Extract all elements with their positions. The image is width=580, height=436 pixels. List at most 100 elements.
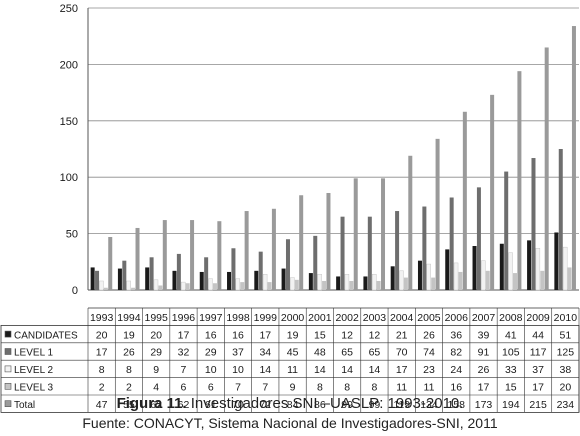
x-tick-label: 2009 <box>526 312 550 324</box>
table-cell-value: 70 <box>232 399 244 411</box>
table-cell-value: 9 <box>290 382 296 394</box>
bar-total <box>571 26 576 290</box>
bar-candidates <box>199 271 204 290</box>
table-cell-value: 99 <box>369 399 381 411</box>
table-cell-value: 20 <box>96 329 108 341</box>
table-cell-value: 16 <box>450 382 462 394</box>
bar-level-3 <box>322 280 327 290</box>
table-cell-value: 8 <box>317 382 323 394</box>
bar-level-2 <box>235 278 241 291</box>
table-cell-value: 99 <box>341 399 353 411</box>
y-tick-label: 50 <box>66 229 78 241</box>
bar-total <box>299 195 304 290</box>
bar-level-3 <box>540 270 545 290</box>
table-cell-value: 8 <box>99 364 105 376</box>
bar-total <box>162 220 167 290</box>
table-cell-value: 215 <box>529 399 547 411</box>
bar-level-1 <box>176 253 181 290</box>
table-cell-value: 15 <box>505 382 517 394</box>
bar-total <box>353 178 358 290</box>
bar-level-3 <box>403 277 408 290</box>
table-cell-value: 19 <box>123 329 135 341</box>
table-cell-value: 17 <box>532 382 544 394</box>
x-tick-label: 2002 <box>335 312 359 324</box>
table-cell-value: 234 <box>557 399 575 411</box>
table-cell-value: 119 <box>393 399 410 411</box>
table-cell-value: 8 <box>126 364 132 376</box>
bar-level-1 <box>231 248 236 290</box>
table-cell-value: 82 <box>450 347 462 359</box>
table-cell-value: 10 <box>232 364 244 376</box>
bar-level-2 <box>317 274 322 291</box>
table-cell-value: 34 <box>259 347 271 359</box>
bar-level-1 <box>95 270 100 290</box>
bar-total <box>135 227 140 290</box>
bar-level-2 <box>208 278 213 291</box>
table-cell-value: 12 <box>341 329 353 341</box>
table-cell-value: 36 <box>450 329 462 341</box>
x-tick-label: 2005 <box>417 312 441 324</box>
table-cell-value: 65 <box>369 347 381 359</box>
table-cell-value: 7 <box>181 364 187 376</box>
bar-level-3 <box>131 287 136 290</box>
bar-candidates <box>90 267 95 290</box>
bar-level-2 <box>481 260 486 291</box>
table-cell-value: 51 <box>560 329 572 341</box>
x-tick-label: 2006 <box>445 312 469 324</box>
bar-total <box>517 71 522 290</box>
x-tick-label: 1996 <box>172 312 196 324</box>
table-cell-value: 11 <box>424 382 435 394</box>
table-cell-value: 12 <box>369 329 381 341</box>
bar-level-2 <box>535 248 541 291</box>
table-cell-value: 41 <box>505 329 517 341</box>
bar-total <box>490 94 495 290</box>
bar-level-1 <box>204 257 209 290</box>
bar-level-1 <box>258 251 263 290</box>
table-cell-value: 91 <box>478 347 490 359</box>
table-cell-value: 194 <box>502 399 520 411</box>
bar-candidates <box>363 276 368 290</box>
legend-swatch <box>4 330 12 338</box>
bar-candidates <box>172 270 177 290</box>
bar-level-3 <box>458 271 463 290</box>
bar-level-3 <box>376 280 381 290</box>
bar-candidates <box>117 268 122 290</box>
bar-level-1 <box>340 216 345 290</box>
bar-level-3 <box>158 285 163 290</box>
bar-level-2 <box>262 274 268 291</box>
table-cell-value: 11 <box>396 382 407 394</box>
bar-level-1 <box>367 216 372 290</box>
table-cell-value: 6 <box>181 382 187 394</box>
bar-level-3 <box>431 277 436 290</box>
table-cell-value: 70 <box>396 347 408 359</box>
x-tick-label: 2001 <box>308 312 332 324</box>
bar-candidates <box>554 232 559 290</box>
table-cell-value: 72 <box>259 399 271 411</box>
table-cell-value: 2 <box>99 382 105 394</box>
bar-total <box>381 178 386 290</box>
bar-level-1 <box>449 197 454 290</box>
table-cell-value: 39 <box>478 329 490 341</box>
bar-level-2 <box>453 262 459 291</box>
bar-total <box>408 155 413 290</box>
table-cell-value: 37 <box>532 364 544 376</box>
legend-label: LEVEL 3 <box>14 383 54 394</box>
bar-level-3 <box>513 273 518 290</box>
table-cell-value: 47 <box>96 399 108 411</box>
table-cell-value: 158 <box>447 399 465 411</box>
bar-level-3 <box>485 270 490 290</box>
bar-level-1 <box>122 260 127 290</box>
table-cell-value: 86 <box>314 399 326 411</box>
table-cell-value: 33 <box>505 364 517 376</box>
bar-candidates <box>281 268 286 290</box>
table-cell-value: 23 <box>423 364 435 376</box>
bar-level-3 <box>349 280 354 290</box>
legend-label: LEVEL 2 <box>14 365 54 376</box>
table-cell-value: 29 <box>150 347 162 359</box>
table-cell-value: 38 <box>560 364 572 376</box>
table-cell-value: 17 <box>178 329 190 341</box>
y-tick-label: 200 <box>60 59 78 71</box>
table-cell-value: 48 <box>314 347 326 359</box>
bar-level-3 <box>294 279 299 290</box>
x-tick-label: 1999 <box>254 312 278 324</box>
